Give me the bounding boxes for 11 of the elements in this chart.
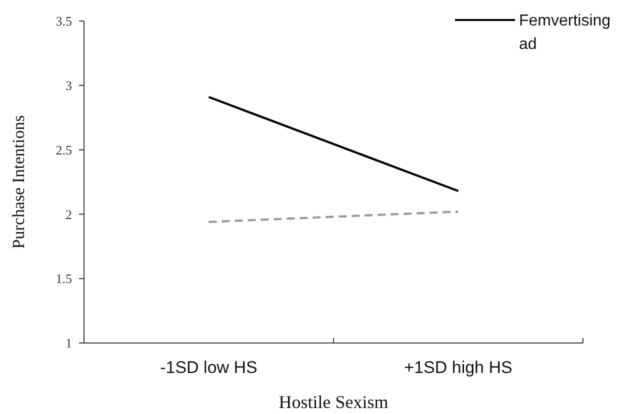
y-tick-label: 2.5 [56, 142, 72, 158]
y-axis-title: Purchase Intentions [9, 115, 28, 249]
y-tick-label: 2 [66, 206, 72, 222]
y-tick-label: 3 [66, 78, 72, 93]
x-axis-title: Hostile Sexism [278, 392, 388, 412]
y-tick-label: 3.5 [56, 14, 72, 29]
legend-label: Femvertising ad [519, 12, 611, 53]
x-tick-label: +1SD high HS [404, 358, 512, 377]
y-tick-label: 1.5 [56, 271, 72, 286]
x-tick-label: -1SD low HS [160, 358, 258, 377]
y-tick-label: 1 [66, 336, 72, 351]
